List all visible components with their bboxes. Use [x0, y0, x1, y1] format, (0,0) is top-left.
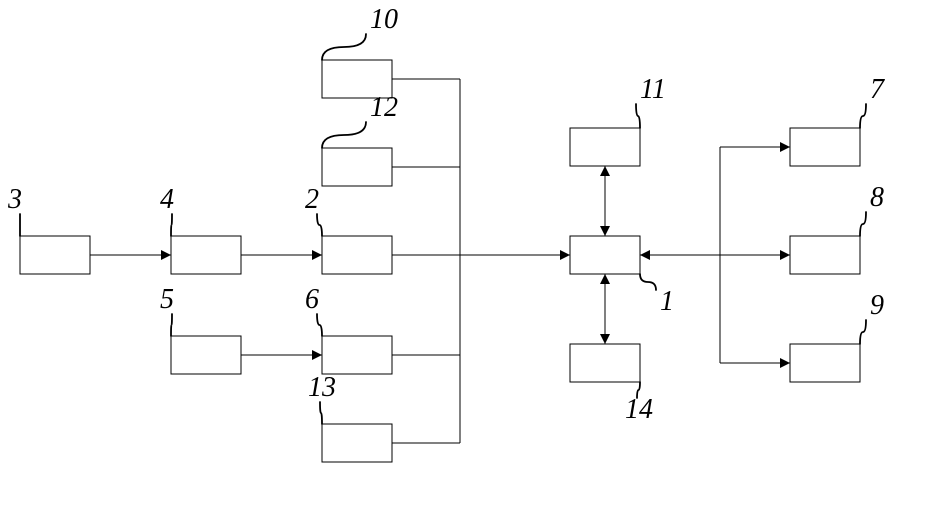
node-n12 — [322, 148, 392, 186]
label-n14: 14 — [625, 394, 653, 425]
node-n13 — [322, 424, 392, 462]
node-n1 — [570, 236, 640, 274]
label-n11: 11 — [640, 74, 666, 105]
node-n14 — [570, 344, 640, 382]
label-n12: 12 — [370, 92, 398, 123]
diagram-canvas: 1012243561311114789 — [0, 0, 928, 522]
label-n2: 2 — [305, 184, 319, 215]
label-n13: 13 — [308, 372, 336, 403]
node-n6 — [322, 336, 392, 374]
label-n1: 1 — [660, 286, 674, 317]
label-n3: 3 — [7, 184, 22, 215]
label-n6: 6 — [305, 284, 319, 315]
node-n5 — [171, 336, 241, 374]
label-n4: 4 — [160, 184, 174, 215]
label-n8: 8 — [870, 182, 884, 213]
node-n3 — [20, 236, 90, 274]
node-n11 — [570, 128, 640, 166]
label-n5: 5 — [160, 284, 174, 315]
node-n2 — [322, 236, 392, 274]
node-n4 — [171, 236, 241, 274]
label-n10: 10 — [370, 4, 398, 35]
label-n9: 9 — [870, 290, 884, 321]
node-n9 — [790, 344, 860, 382]
node-n8 — [790, 236, 860, 274]
node-n7 — [790, 128, 860, 166]
label-n7: 7 — [870, 74, 885, 105]
